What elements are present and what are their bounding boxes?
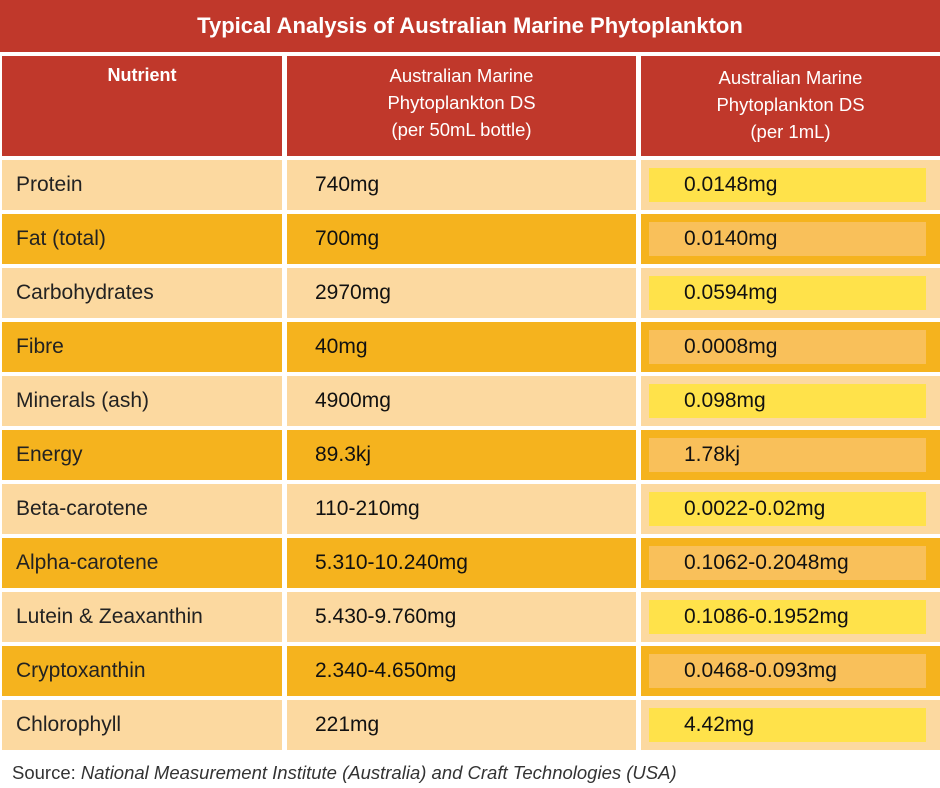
table-title: Typical Analysis of Australian Marine Ph…: [197, 13, 743, 38]
header-per-ml: Australian Marine Phytoplankton DS (per …: [641, 56, 940, 156]
nutrient-cell: Carbohydrates: [2, 268, 282, 318]
per-bottle-cell: 221mg: [287, 700, 636, 750]
per-bottle-cell: 2.340-4.650mg: [287, 646, 636, 696]
per-ml-cell: 0.1062-0.2048mg: [641, 538, 940, 588]
table-row: Minerals (ash) 4900mg 0.098mg: [2, 376, 940, 426]
table-row: Fat (total) 700mg 0.0140mg: [2, 214, 940, 264]
table-row: Carbohydrates 2970mg 0.0594mg: [2, 268, 940, 318]
header-per-bottle-line: (per 50mL bottle): [391, 119, 532, 140]
per-ml-cell: 0.0594mg: [641, 268, 940, 318]
per-ml-cell: 0.0148mg: [641, 160, 940, 210]
nutrient-cell: Beta-carotene: [2, 484, 282, 534]
nutrient-cell: Protein: [2, 160, 282, 210]
per-ml-cell: 0.0008mg: [641, 322, 940, 372]
header-per-ml-line: Phytoplankton DS: [716, 94, 865, 115]
nutrient-cell: Chlorophyll: [2, 700, 282, 750]
per-ml-cell: 0.0140mg: [641, 214, 940, 264]
per-bottle-cell: 700mg: [287, 214, 636, 264]
table-row: Beta-carotene 110-210mg 0.0022-0.02mg: [2, 484, 940, 534]
per-bottle-cell: 89.3kj: [287, 430, 636, 480]
nutrient-cell: Energy: [2, 430, 282, 480]
nutrient-cell: Alpha-carotene: [2, 538, 282, 588]
nutrient-cell: Minerals (ash): [2, 376, 282, 426]
table-row: Fibre 40mg 0.0008mg: [2, 322, 940, 372]
per-bottle-cell: 4900mg: [287, 376, 636, 426]
table-row: Chlorophyll 221mg 4.42mg: [2, 700, 940, 750]
per-ml-cell: 4.42mg: [641, 700, 940, 750]
header-row: Nutrient Australian Marine Phytoplankton…: [2, 56, 940, 156]
per-bottle-cell: 740mg: [287, 160, 636, 210]
source-note: Source: National Measurement Institute (…: [12, 762, 677, 784]
header-per-ml-line: (per 1mL): [750, 121, 831, 142]
per-ml-cell: 1.78kj: [641, 430, 940, 480]
nutrient-table: Nutrient Australian Marine Phytoplankton…: [2, 56, 940, 754]
per-bottle-cell: 40mg: [287, 322, 636, 372]
title-bar: Typical Analysis of Australian Marine Ph…: [0, 0, 940, 52]
nutrient-cell: Fibre: [2, 322, 282, 372]
per-ml-value: 0.0008mg: [684, 334, 778, 358]
source-text: National Measurement Institute (Australi…: [80, 762, 677, 783]
per-ml-value: 0.0148mg: [684, 172, 778, 196]
table-row: Protein 740mg 0.0148mg: [2, 160, 940, 210]
per-ml-value: 0.1086-0.1952mg: [684, 604, 849, 628]
source-label: Source:: [12, 762, 76, 783]
nutrient-cell: Fat (total): [2, 214, 282, 264]
header-per-ml-line: Australian Marine: [718, 67, 863, 88]
per-ml-value: 4.42mg: [684, 712, 755, 736]
per-bottle-cell: 5.310-10.240mg: [287, 538, 636, 588]
table-row: Cryptoxanthin 2.340-4.650mg 0.0468-0.093…: [2, 646, 940, 696]
header-per-bottle: Australian Marine Phytoplankton DS (per …: [287, 56, 636, 156]
per-ml-value: 0.098mg: [684, 388, 766, 412]
header-per-bottle-line: Phytoplankton DS: [387, 92, 536, 113]
per-ml-cell: 0.098mg: [641, 376, 940, 426]
per-bottle-cell: 5.430-9.760mg: [287, 592, 636, 642]
per-ml-cell: 0.1086-0.1952mg: [641, 592, 940, 642]
per-bottle-cell: 110-210mg: [287, 484, 636, 534]
per-ml-cell: 0.0022-0.02mg: [641, 484, 940, 534]
header-per-bottle-line: Australian Marine: [389, 65, 534, 86]
per-ml-value: 0.1062-0.2048mg: [684, 550, 849, 574]
header-nutrient-label: Nutrient: [107, 65, 177, 85]
nutrient-cell: Lutein & Zeaxanthin: [2, 592, 282, 642]
per-ml-value: 1.78kj: [684, 442, 741, 466]
per-ml-value: 0.0594mg: [684, 280, 778, 304]
table-row: Alpha-carotene 5.310-10.240mg 0.1062-0.2…: [2, 538, 940, 588]
per-ml-value: 0.0022-0.02mg: [684, 496, 826, 520]
per-ml-cell: 0.0468-0.093mg: [641, 646, 940, 696]
header-nutrient: Nutrient: [2, 56, 282, 156]
table-row: Lutein & Zeaxanthin 5.430-9.760mg 0.1086…: [2, 592, 940, 642]
per-bottle-cell: 2970mg: [287, 268, 636, 318]
per-ml-value: 0.0468-0.093mg: [684, 658, 837, 682]
per-ml-value: 0.0140mg: [684, 226, 778, 250]
nutrient-cell: Cryptoxanthin: [2, 646, 282, 696]
table-row: Energy 89.3kj 1.78kj: [2, 430, 940, 480]
